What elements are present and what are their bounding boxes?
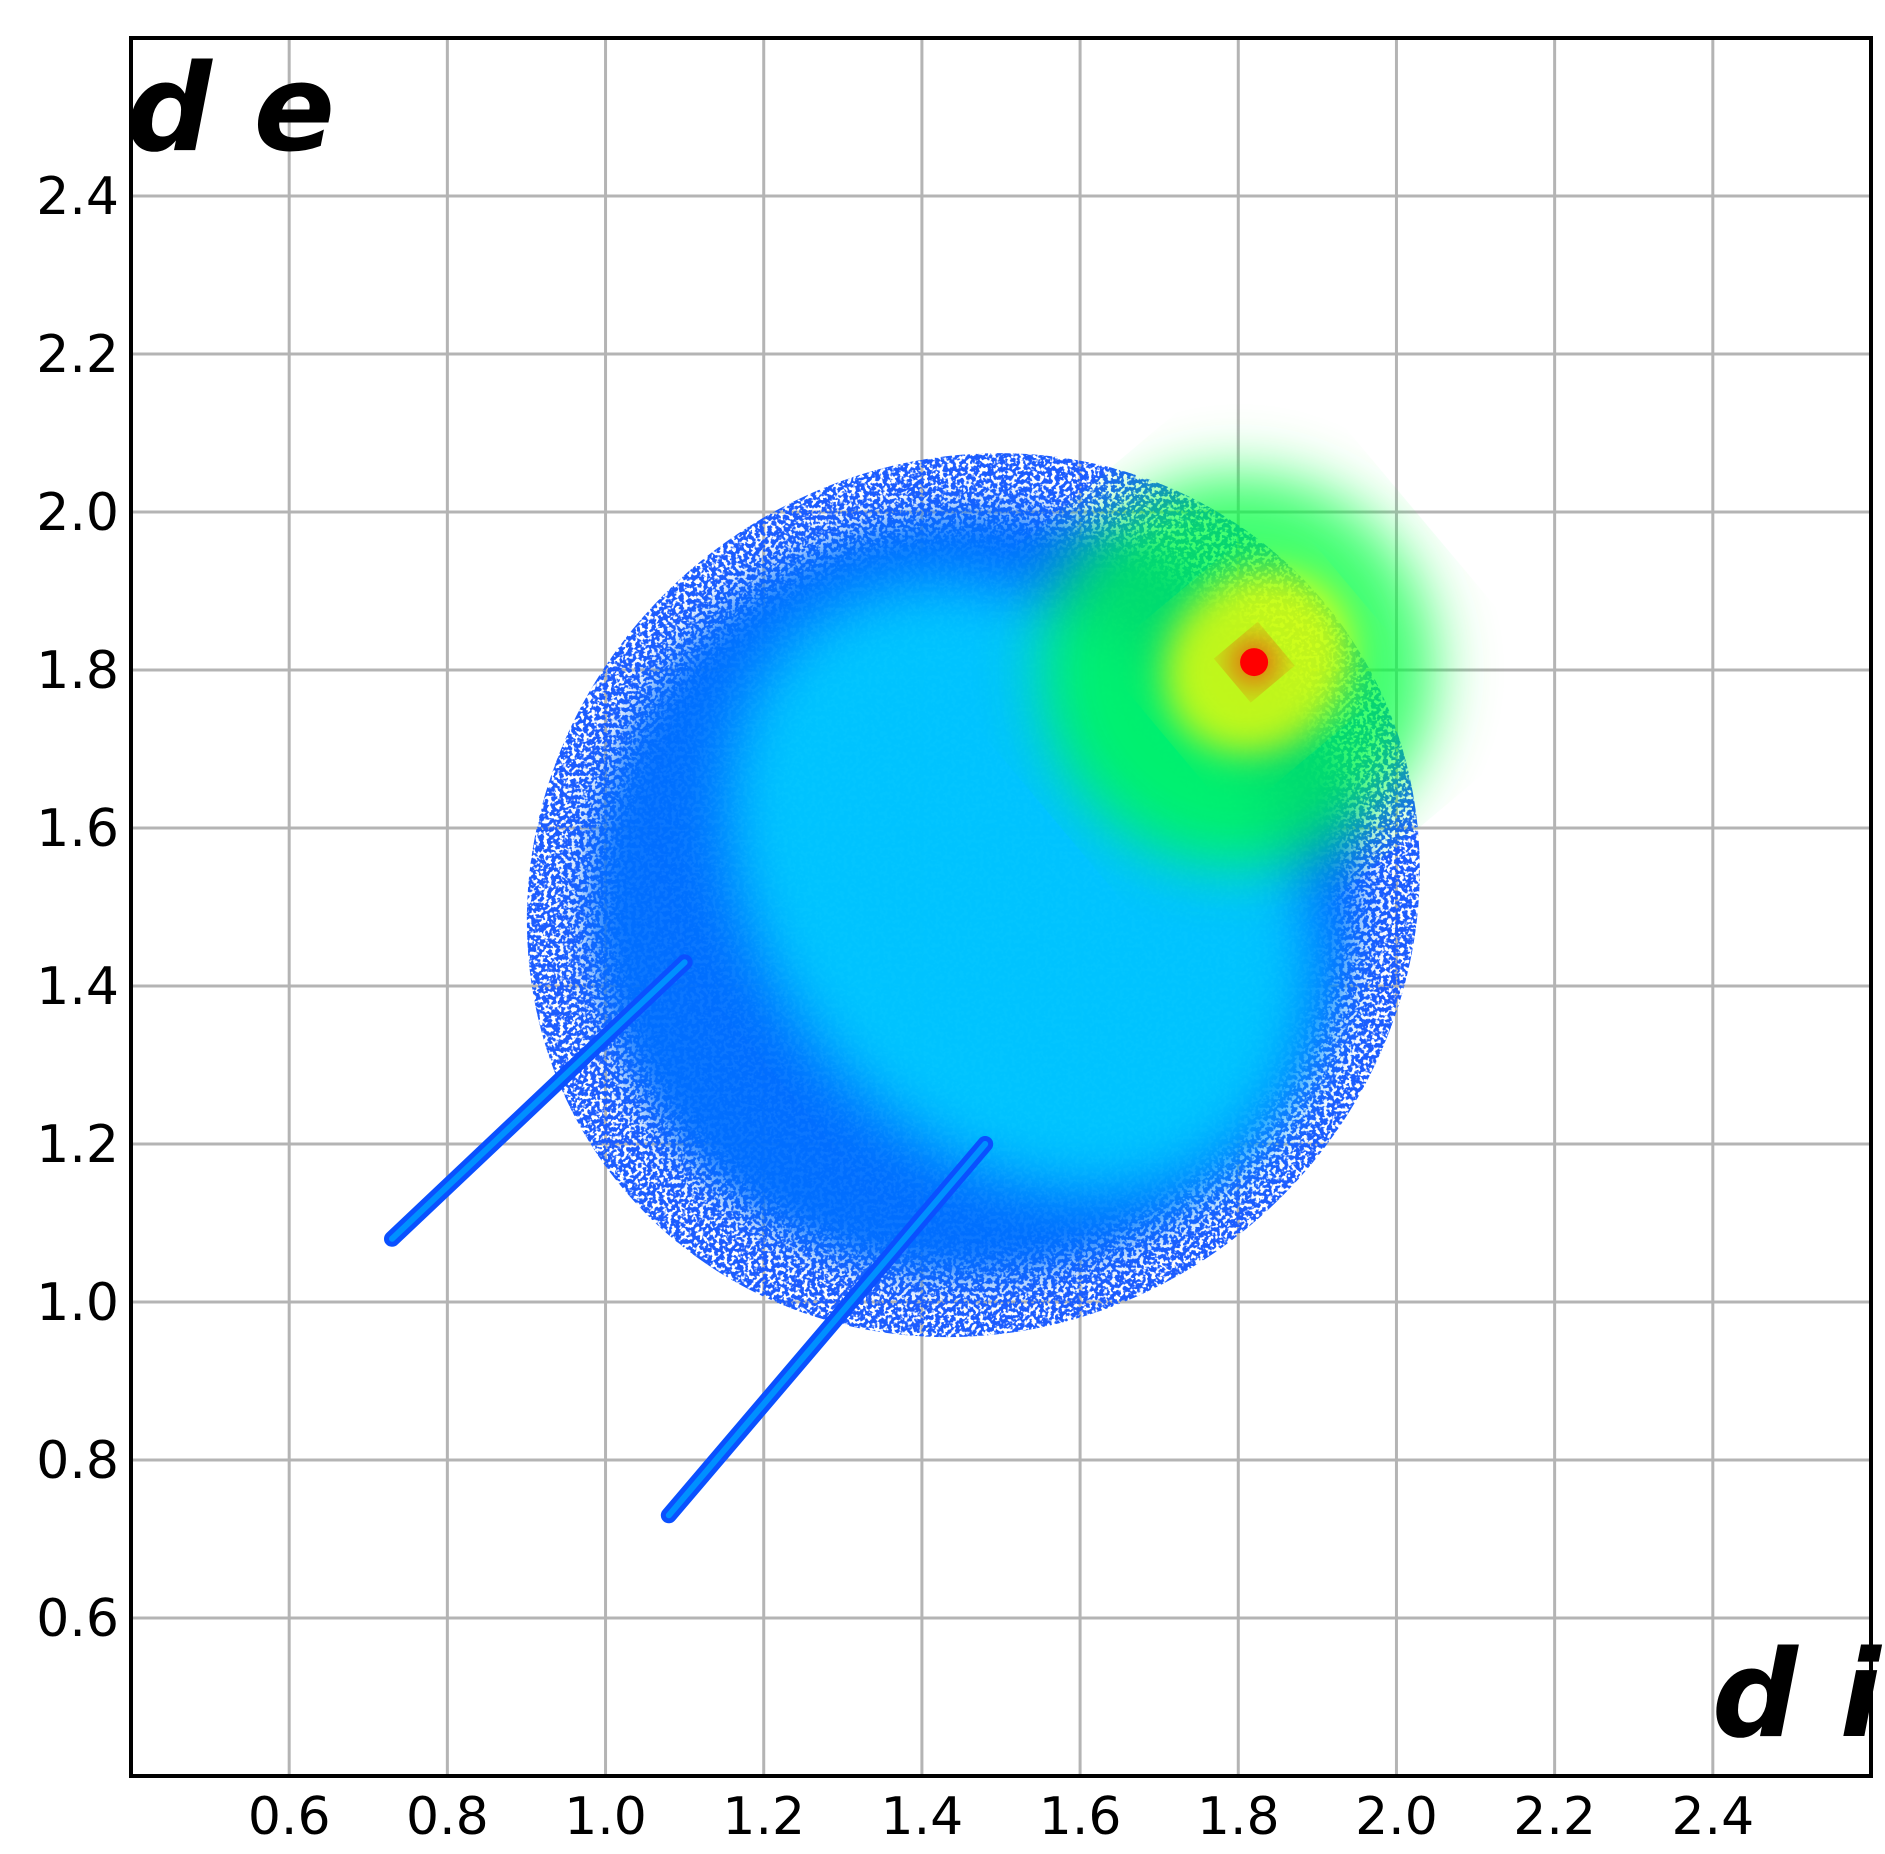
- y-tick-label-6: 1.8: [36, 641, 119, 701]
- y-axis-label: d e: [126, 40, 335, 179]
- y-tick-label-5: 1.6: [36, 799, 119, 859]
- y-tick-label-7: 2.0: [36, 483, 119, 543]
- x-tick-label-4: 1.4: [881, 1787, 964, 1847]
- x-tick-label-1: 0.8: [406, 1787, 489, 1847]
- density-peak: [1240, 648, 1269, 677]
- y-tick-label-3: 1.2: [36, 1115, 119, 1175]
- y-tick-label-4: 1.4: [36, 957, 119, 1017]
- x-tick-label-7: 2.0: [1355, 1787, 1438, 1847]
- density-layer: [384, 453, 1436, 1524]
- x-tick-labels: 0.6 0.8 1.0 1.2 1.4 1.6 1.8 2.0 2.2 2.4: [248, 1787, 1754, 1847]
- x-axis-label: d i: [1712, 1626, 1883, 1765]
- y-tick-label-9: 2.4: [36, 167, 119, 227]
- density-spike-core-0: [389, 959, 688, 1242]
- x-tick-label-3: 1.2: [722, 1787, 805, 1847]
- x-tick-label-5: 1.6: [1039, 1787, 1122, 1847]
- plot-frame: [129, 36, 1873, 1778]
- x-tick-label-9: 2.4: [1671, 1787, 1754, 1847]
- density-spike-core-1: [665, 1141, 989, 1519]
- x-tick-label-8: 2.2: [1513, 1787, 1596, 1847]
- x-tick-label-6: 1.8: [1197, 1787, 1280, 1847]
- y-tick-label-8: 2.2: [36, 325, 119, 385]
- y-tick-label-0: 0.6: [36, 1589, 119, 1649]
- x-tick-label-2: 1.0: [564, 1787, 647, 1847]
- y-tick-labels: 0.6 0.8 1.0 1.2 1.4 1.6 1.8 2.0 2.2 2.4: [36, 167, 119, 1649]
- y-tick-label-1: 0.8: [36, 1431, 119, 1491]
- x-tick-label-0: 0.6: [248, 1787, 331, 1847]
- y-tick-label-2: 1.0: [36, 1273, 119, 1333]
